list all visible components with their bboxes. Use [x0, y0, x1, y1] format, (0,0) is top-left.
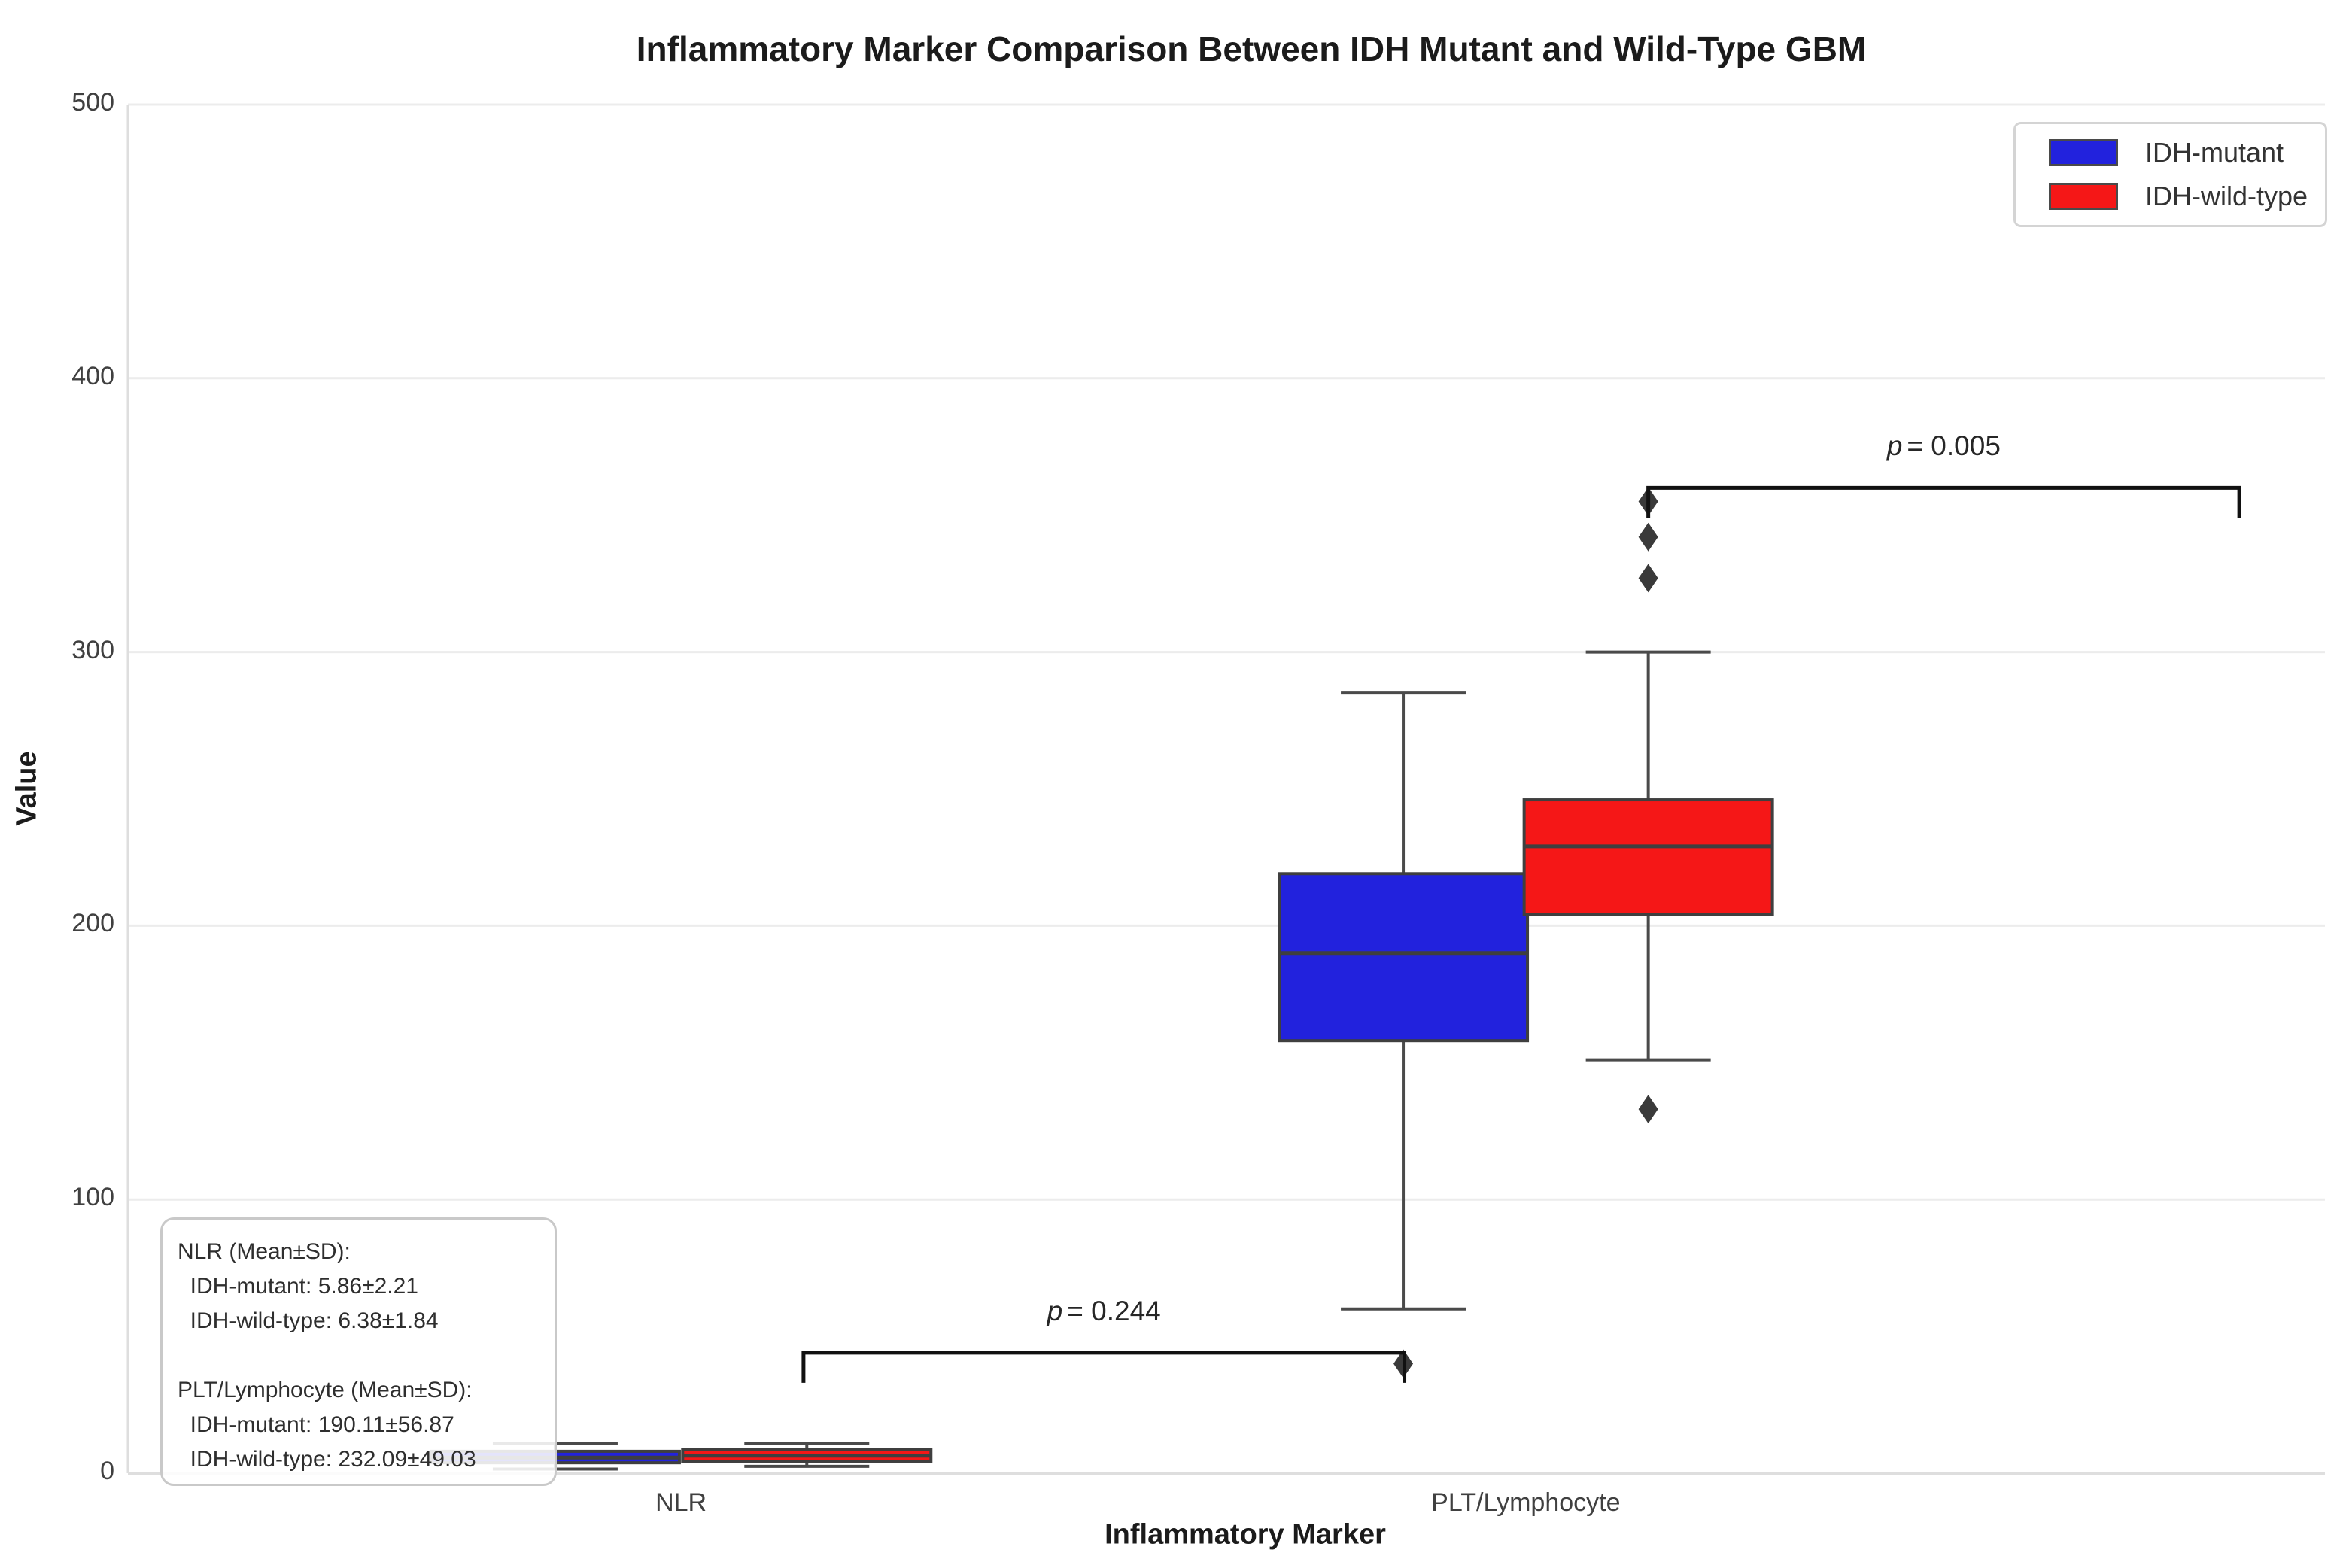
outlier-diamond	[1638, 564, 1658, 593]
y-tick-label: 400	[71, 361, 114, 390]
box-IDH-mutant	[1278, 872, 1530, 1043]
legend-item: IDH-wild-type	[2049, 181, 2325, 212]
y-tick-label: 100	[71, 1183, 114, 1212]
outlier-diamond	[1638, 522, 1658, 552]
stats-line: IDH-mutant: 190.11±56.87	[178, 1412, 454, 1437]
significance-bracket	[801, 1351, 1407, 1383]
y-tick-label: 0	[100, 1457, 114, 1485]
x-axis-title: Inflammatory Marker	[1105, 1518, 1386, 1551]
chart-title: Inflammatory Marker Comparison Between I…	[636, 29, 1867, 68]
stats-line: IDH-wild-type: 232.09±49.03	[178, 1447, 476, 1472]
box-IDH-wild-type	[1522, 798, 1774, 916]
p-value-text: = 0.244	[1067, 1295, 1161, 1326]
y-tick-label: 300	[71, 635, 114, 664]
p-value-label: p = 0.244	[1047, 1296, 1161, 1327]
stats-annotation-box: NLR (Mean±SD): IDH-mutant: 5.86±2.21 IDH…	[160, 1217, 557, 1486]
p-value-label: p = 0.005	[1887, 430, 2001, 462]
y-axis-title: Value	[11, 751, 43, 826]
y-tick-label: 200	[71, 909, 114, 938]
significance-bracket	[1646, 485, 2241, 518]
stats-line: NLR (Mean±SD):	[178, 1239, 351, 1264]
outlier-diamond	[1638, 1095, 1658, 1124]
stats-line: IDH-mutant: 5.86±2.21	[178, 1274, 418, 1299]
legend-swatch-icon	[2049, 138, 2118, 166]
legend-item: IDH-mutant	[2049, 137, 2325, 169]
stats-line: IDH-wild-type: 6.38±1.84	[178, 1308, 439, 1333]
stats-line: PLT/Lymphocyte (Mean±SD):	[178, 1378, 473, 1402]
y-tick-label: 500	[71, 88, 114, 117]
legend-swatch-icon	[2049, 183, 2118, 211]
x-tick-label: PLT/Lymphocyte	[1431, 1488, 1621, 1517]
x-tick-label: NLR	[655, 1488, 707, 1517]
p-symbol: p	[1047, 1295, 1063, 1326]
p-symbol: p	[1886, 430, 1903, 462]
legend: IDH-mutant IDH-wild-type	[2013, 122, 2327, 227]
stats-line	[178, 1339, 547, 1373]
legend-label: IDH-mutant	[2145, 136, 2284, 168]
legend-label: IDH-wild-type	[2145, 181, 2308, 212]
p-value-text: = 0.005	[1907, 430, 2001, 462]
